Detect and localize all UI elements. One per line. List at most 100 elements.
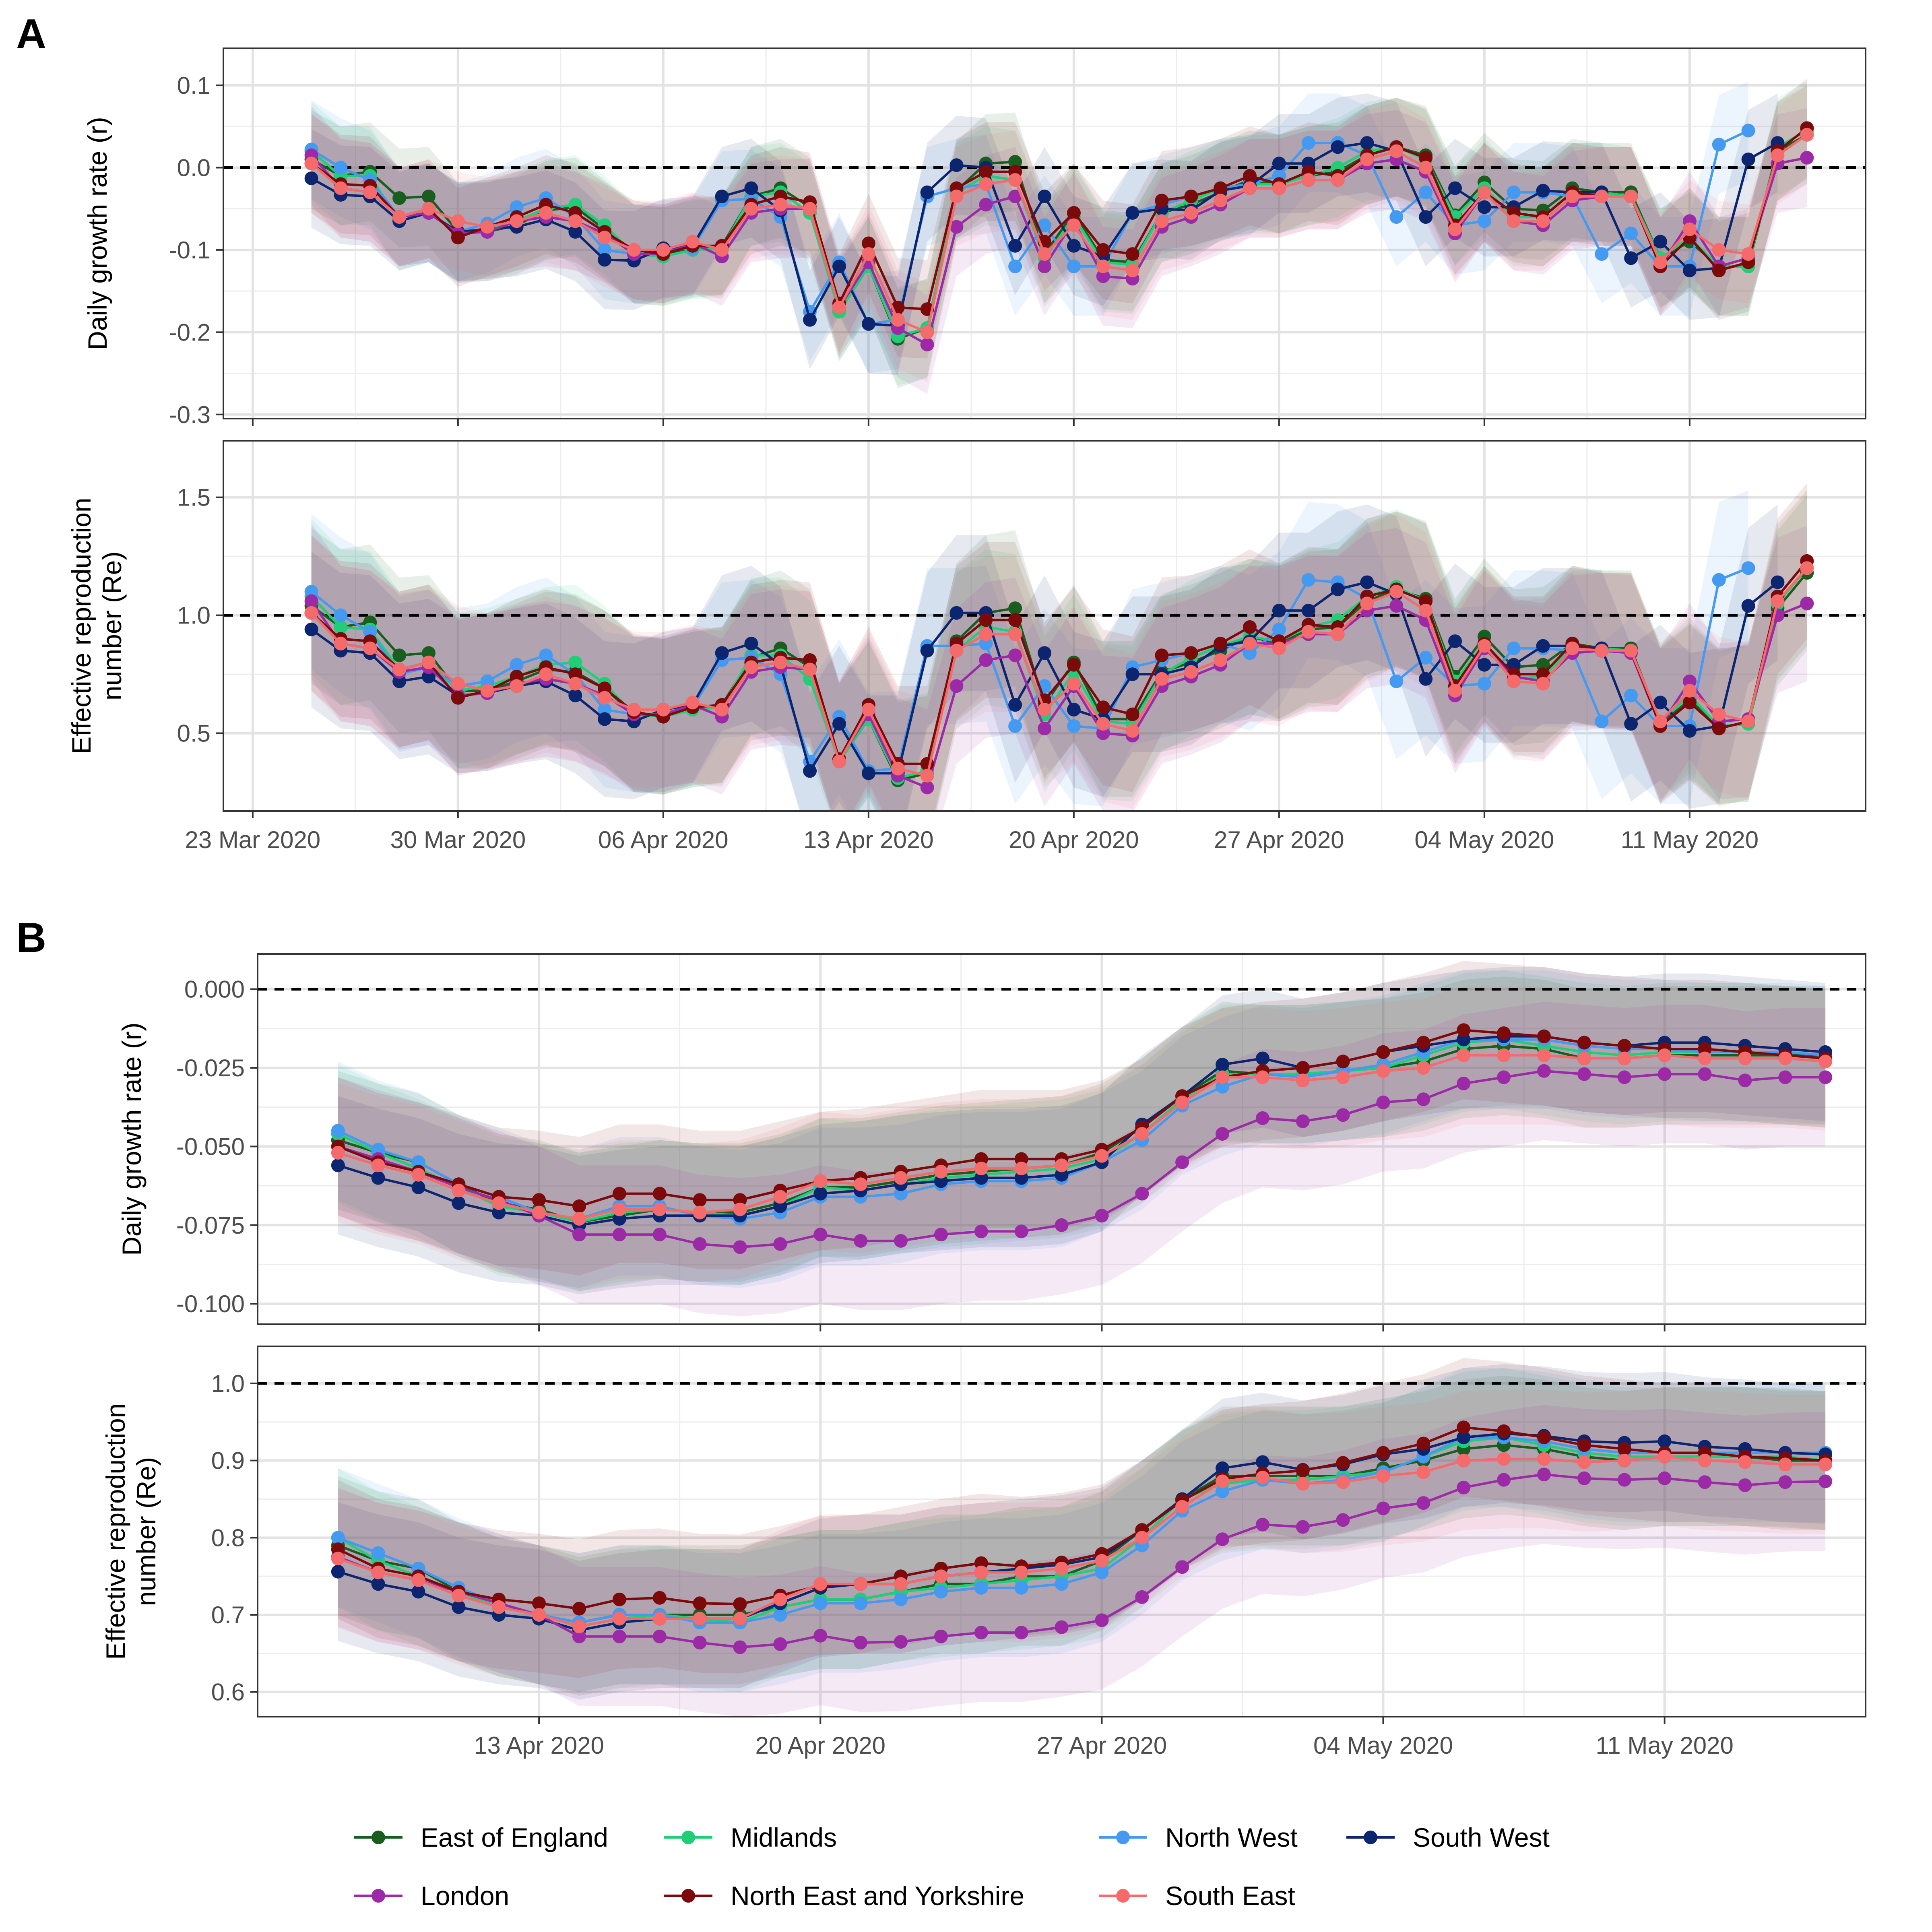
data-point [1055, 1577, 1069, 1591]
ribbon-east-of-england [311, 495, 1807, 811]
data-point [1216, 1080, 1229, 1094]
data-point [1507, 214, 1521, 228]
data-point [1818, 1055, 1833, 1069]
data-point [733, 1597, 747, 1611]
data-point [1255, 1051, 1269, 1065]
x-axis-b-r [538, 1324, 1666, 1331]
legend-key-point [1116, 1889, 1130, 1903]
data-point [894, 1187, 908, 1201]
data-point [1067, 703, 1081, 716]
data-point [1184, 190, 1198, 203]
data-point [1698, 1475, 1712, 1489]
data-point [1477, 677, 1491, 691]
y-tick-label: 0.000 [184, 976, 245, 1003]
data-point [331, 1146, 345, 1160]
panel-border-a-r [223, 47, 1866, 419]
data-point [1741, 124, 1755, 138]
data-point [949, 190, 964, 203]
data-point [1175, 1500, 1189, 1514]
data-point [1216, 1127, 1229, 1141]
data-point [1657, 1067, 1672, 1081]
panel-label-a: A [16, 11, 46, 58]
y-tick-label: 0.9 [211, 1447, 245, 1474]
data-point [392, 191, 407, 205]
x-tick-label: 11 May 2020 [1596, 1732, 1733, 1759]
y-axis-b-re: 1.0 0.9 0.8 0.7 0.6 [211, 1370, 258, 1706]
legend-label: North West [1165, 1823, 1298, 1852]
data-point [832, 259, 846, 273]
data-point [920, 338, 934, 351]
data-point [1301, 573, 1315, 587]
data-point [1096, 717, 1110, 731]
data-point [1038, 646, 1051, 660]
ribbon-midlands [311, 490, 1807, 811]
data-point [1738, 1051, 1752, 1065]
data-point [1507, 185, 1521, 199]
data-point [1419, 210, 1433, 224]
data-point [510, 679, 524, 693]
data-point [1125, 247, 1139, 261]
data-point [974, 1162, 988, 1176]
data-point [1008, 613, 1022, 627]
data-point [861, 703, 875, 716]
data-point [612, 1612, 626, 1626]
data-point [1008, 259, 1022, 273]
data-point [832, 301, 846, 314]
data-point [1255, 1111, 1269, 1125]
data-point [693, 1636, 707, 1649]
data-point [1416, 1465, 1430, 1479]
data-point [1255, 1070, 1269, 1084]
data-point [773, 1190, 787, 1204]
data-point [652, 1612, 667, 1626]
data-point [1038, 721, 1051, 735]
data-point [974, 1581, 988, 1595]
gridlines-b-re [258, 1346, 1866, 1717]
data-point [974, 1224, 988, 1238]
data-point [1457, 1048, 1471, 1062]
data-point [1014, 1162, 1028, 1176]
data-point [371, 1546, 385, 1560]
legend-item-south-west: South West [1346, 1823, 1550, 1852]
data-point [1771, 594, 1785, 608]
data-point [1096, 726, 1110, 740]
data-point [411, 1155, 425, 1169]
data-point [598, 243, 612, 257]
y-axis-b-r: 0.000 -0.025 -0.050 -0.075 -0.100 [176, 976, 258, 1317]
data-point [331, 1531, 345, 1545]
ribbon-north-west [338, 970, 1826, 1288]
y-axis-title: Daily growth rate (r) [117, 1022, 147, 1255]
data-point [572, 1602, 586, 1616]
data-point [392, 663, 407, 677]
data-point [920, 185, 934, 199]
series-line [310, 134, 1808, 334]
data-point [1457, 1420, 1471, 1435]
data-point [1008, 601, 1022, 615]
y-tick-label: 0.5 [177, 720, 211, 747]
data-point [1497, 1452, 1511, 1466]
data-point [1595, 190, 1609, 203]
data-point [452, 1589, 466, 1603]
data-point [1135, 1590, 1149, 1604]
data-point [1014, 1152, 1028, 1166]
data-point [1507, 641, 1521, 655]
data-point [1682, 222, 1697, 236]
data-point [1682, 724, 1697, 738]
data-point [1135, 1127, 1149, 1141]
data-point [949, 644, 964, 658]
data-point [813, 1228, 828, 1242]
data-point [854, 1577, 868, 1591]
data-point [1778, 1457, 1792, 1472]
data-point [974, 1152, 988, 1166]
x-tick-label: 13 Apr 2020 [474, 1732, 604, 1759]
data-point [568, 667, 582, 681]
data-point [1008, 719, 1022, 733]
data-point [1301, 173, 1315, 187]
data-point [1778, 1070, 1792, 1084]
data-point [685, 696, 700, 710]
data-point [1477, 185, 1491, 199]
data-point [1360, 597, 1374, 611]
data-point [572, 1199, 586, 1213]
y-tick-label: 0.0 [177, 154, 211, 181]
data-point [1331, 140, 1345, 154]
data-point [979, 653, 993, 667]
